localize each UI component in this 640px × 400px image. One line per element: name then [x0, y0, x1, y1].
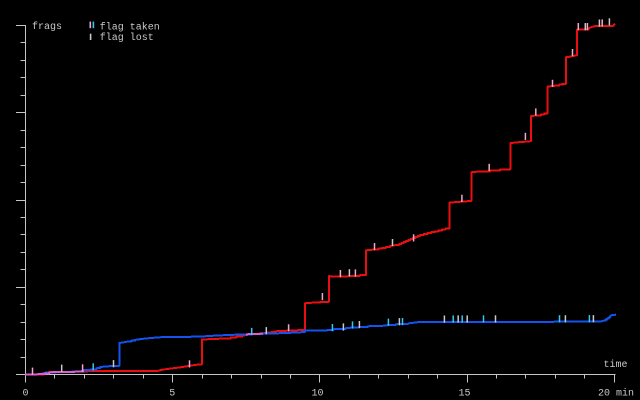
- svg-text:frags: frags: [32, 21, 62, 33]
- svg-text:10: 10: [311, 389, 323, 400]
- svg-text:5: 5: [169, 389, 175, 400]
- svg-text:flag lost: flag lost: [100, 32, 154, 44]
- svg-text:15: 15: [458, 389, 470, 400]
- svg-text:time: time: [603, 359, 627, 371]
- svg-text:flag taken: flag taken: [100, 22, 160, 34]
- svg-text:20 min: 20 min: [598, 388, 634, 400]
- svg-text:0: 0: [22, 389, 28, 400]
